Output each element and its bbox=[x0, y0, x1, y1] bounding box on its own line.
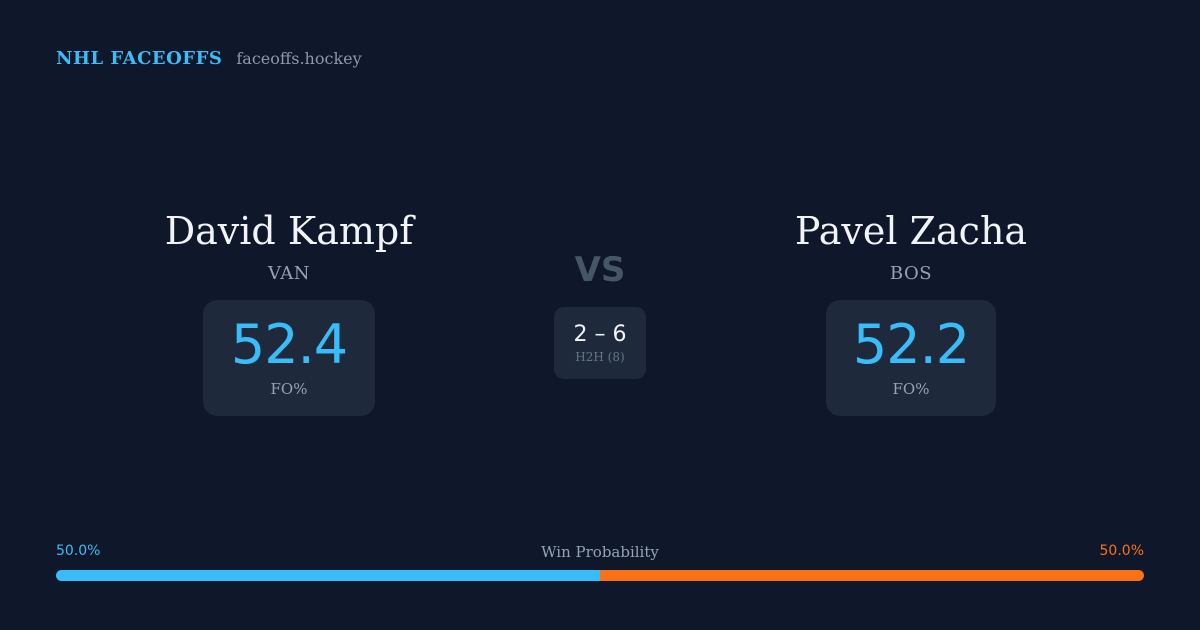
away-fo-percent: 52.2 bbox=[852, 313, 970, 376]
brand-name: NHL FACEOFFS bbox=[56, 48, 223, 69]
h2h-score: 2 – 6 bbox=[573, 322, 627, 347]
home-player-name: David Kampf bbox=[164, 209, 414, 253]
home-probability-fill bbox=[56, 570, 600, 581]
brand-url: faceoffs.hockey bbox=[236, 49, 362, 68]
away-stat-card: 52.2 FO% bbox=[826, 300, 996, 416]
away-win-probability: 50.0% bbox=[1099, 543, 1144, 559]
brand-header: NHL FACEOFFS faceoffs.hockey bbox=[56, 48, 362, 69]
h2h-card: 2 – 6 H2H (8) bbox=[554, 307, 646, 379]
home-player-panel: David Kampf VAN 52.4 FO% bbox=[89, 205, 489, 416]
h2h-label: H2H (8) bbox=[575, 350, 625, 364]
away-player-name: Pavel Zacha bbox=[794, 209, 1028, 253]
win-probability-title: Win Probability bbox=[541, 543, 659, 561]
home-fo-percent: 52.4 bbox=[230, 313, 348, 376]
away-probability-fill bbox=[600, 570, 1144, 581]
away-player-panel: Pavel Zacha BOS 52.2 FO% bbox=[711, 205, 1111, 416]
win-probability-bar bbox=[56, 570, 1144, 581]
away-team: BOS bbox=[889, 263, 933, 284]
home-win-probability: 50.0% bbox=[56, 543, 101, 559]
home-stat-card: 52.4 FO% bbox=[203, 300, 375, 416]
vs-label: VS bbox=[574, 250, 626, 290]
win-probability-labels: 50.0% Win Probability 50.0% bbox=[56, 543, 1144, 563]
home-stat-label: FO% bbox=[270, 380, 308, 398]
home-team: VAN bbox=[267, 263, 311, 284]
away-stat-label: FO% bbox=[892, 380, 930, 398]
